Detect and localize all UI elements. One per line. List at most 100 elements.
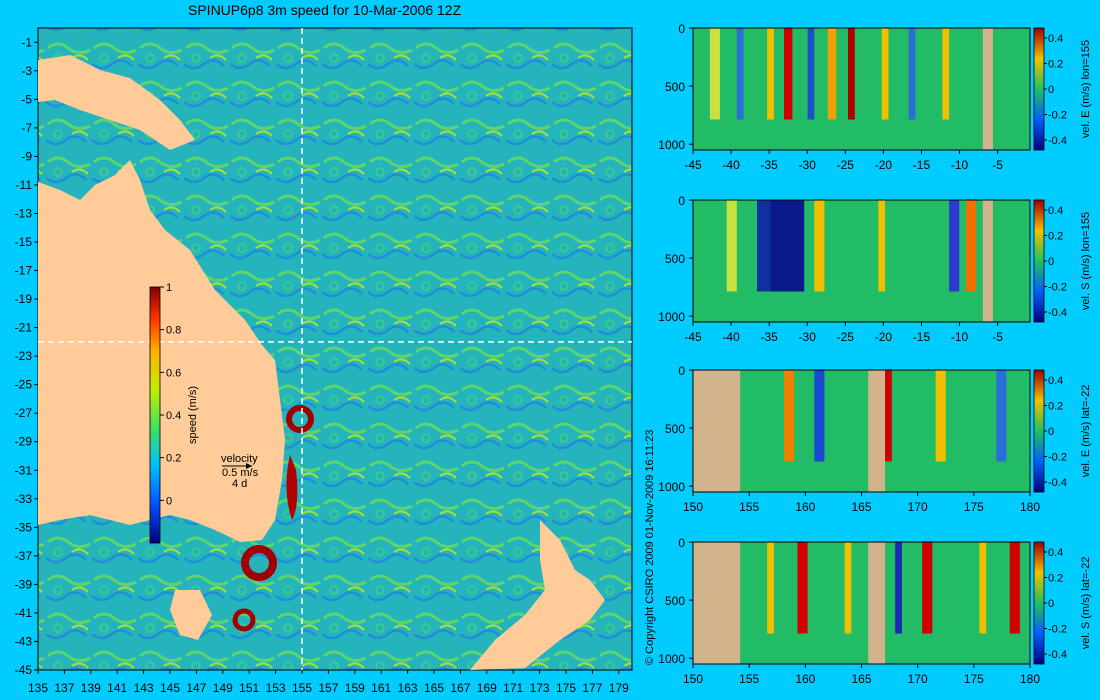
lat-label: -17 (15, 264, 33, 278)
lon-label: 155 (292, 681, 312, 695)
section-velocity-band (982, 200, 993, 322)
section-velocity-band (844, 542, 852, 634)
speed-map: 1 0.8 0.6 0.4 0.2 0 speed (m/s) velocity 0.5 … (15, 27, 633, 695)
lat-label: -1 (21, 35, 32, 49)
lon-label: 151 (239, 681, 259, 695)
section-x-label: -10 (951, 158, 969, 172)
section-y-label: 1000 (658, 310, 685, 324)
section-x-label: -15 (913, 158, 931, 172)
section-velocity-band (881, 28, 889, 120)
lat-label: -5 (21, 92, 32, 106)
lon-label: 147 (186, 681, 206, 695)
section-x-label: 175 (964, 672, 984, 686)
section-y-label: 1000 (658, 652, 685, 666)
section-x-label: 180 (1020, 500, 1040, 514)
section-velocity-band (797, 542, 808, 634)
section-colorbar-tick-label: 0 (1048, 84, 1054, 96)
lon-label: 141 (107, 681, 127, 695)
section-velocity-band (878, 200, 886, 292)
section-y-label: 500 (665, 80, 685, 94)
section-x-label: -15 (913, 330, 931, 344)
colorbar-label: speed (m/s) (187, 386, 199, 444)
section-velocity-band (848, 28, 855, 120)
section-velocity-band (922, 542, 933, 634)
lon-label: 175 (556, 681, 576, 695)
section-plot-area (692, 199, 1031, 323)
section-colorbar-tick-label: -0.4 (1048, 649, 1067, 661)
section-x-label: -25 (837, 330, 855, 344)
section-colorbar (1033, 199, 1045, 323)
section-x-label: -25 (837, 158, 855, 172)
east-australian-current (286, 455, 298, 520)
lat-label: -27 (15, 406, 33, 420)
velocity-key-speed: 0.5 m/s (222, 467, 259, 479)
section-velocity-band (885, 370, 892, 462)
lat-label: -41 (15, 606, 33, 620)
lon-label: 169 (477, 681, 497, 695)
velocity-key-arrowhead (246, 463, 252, 469)
section-x-label: -30 (799, 158, 817, 172)
section-y-label: 500 (665, 422, 685, 436)
lat-label: -37 (15, 549, 33, 563)
section-velocity-band (895, 542, 902, 634)
eddy-ring (241, 545, 277, 581)
lon-label: 161 (371, 681, 391, 695)
lon-label: 145 (160, 681, 180, 695)
velocity-key-label: velocity (221, 453, 258, 465)
section-panel-E-lon155: -45 -40 -35 -30 -25 -20 -15 -10 -5 0 500 1000 0.4 0.2… (658, 22, 1092, 172)
colorbar-tick-label: 0.6 (166, 367, 181, 379)
section-plot-area (692, 541, 1031, 665)
colorbar-tick-label: 0 (166, 495, 172, 507)
section-x-label: -30 (799, 330, 817, 344)
section-x-label: 170 (908, 672, 928, 686)
section-x-label: -20 (875, 158, 893, 172)
section-velocity-band (726, 200, 737, 292)
section-y-label: 500 (665, 594, 685, 608)
section-x-label: -10 (951, 330, 969, 344)
section-colorbar (1033, 541, 1045, 665)
tasmania-land (170, 590, 212, 640)
section-velocity-band (767, 542, 774, 634)
section-x-label: -35 (760, 330, 778, 344)
section-colorbar (1033, 369, 1045, 493)
australia-land (38, 160, 285, 542)
eddy-ring (286, 405, 314, 433)
figure-title: SPINUP6p8 3m speed for 10-Mar-2006 12Z (188, 2, 462, 18)
velocity-key-time: 4 d (232, 478, 247, 490)
section-y-label: 0 (678, 536, 685, 550)
section-colorbar-tick-label: 0.2 (1048, 231, 1063, 243)
section-y-label: 0 (678, 194, 685, 208)
colorbar-tick-label: 1 (166, 282, 172, 294)
lat-label: -3 (21, 64, 32, 78)
lat-label: -31 (15, 463, 33, 477)
section-plot-area (692, 27, 1031, 151)
lat-label: -21 (15, 321, 33, 335)
section-colorbar-tick-label: -0.2 (1048, 624, 1067, 636)
section-x-label: 175 (964, 500, 984, 514)
section-colorbar-tick-label: -0.2 (1048, 282, 1067, 294)
section-x-label: 180 (1020, 672, 1040, 686)
section-velocity-band (767, 28, 774, 120)
section-colorbar-label: vel. E (m/s) lon=155 (1080, 40, 1092, 138)
section-colorbar-tick-label: 0.2 (1048, 401, 1063, 413)
section-colorbar-label: vel. S (m/s) lon=155 (1080, 212, 1092, 310)
section-colorbar-tick-label: 0 (1048, 426, 1054, 438)
section-velocity-band (814, 200, 825, 292)
section-colorbar-tick-label: 0 (1048, 598, 1054, 610)
section-colorbar-tick-label: -0.2 (1048, 452, 1067, 464)
section-velocity-band (693, 370, 741, 492)
section-velocity-band (996, 370, 1007, 462)
section-velocity-band (783, 370, 795, 462)
lon-label: 167 (450, 681, 470, 695)
velocity-sections: -45 -40 -35 -30 -25 -20 -15 -10 -5 0 500 1000 0.4 0.2… (658, 22, 1092, 686)
section-velocity-band (693, 542, 741, 664)
lon-label: 157 (318, 681, 338, 695)
section-velocity-band (908, 28, 916, 120)
section-velocity-band (736, 28, 744, 120)
section-panel-S-lat-22: 150 155 160 165 170 175 180 0 500 1000 0.4 0.2 0 -0.2… (658, 536, 1092, 686)
section-x-label: 150 (683, 672, 703, 686)
section-velocity-band (757, 200, 771, 292)
lon-label: 139 (81, 681, 101, 695)
section-velocity-band (935, 370, 946, 462)
section-x-label: 160 (795, 672, 815, 686)
